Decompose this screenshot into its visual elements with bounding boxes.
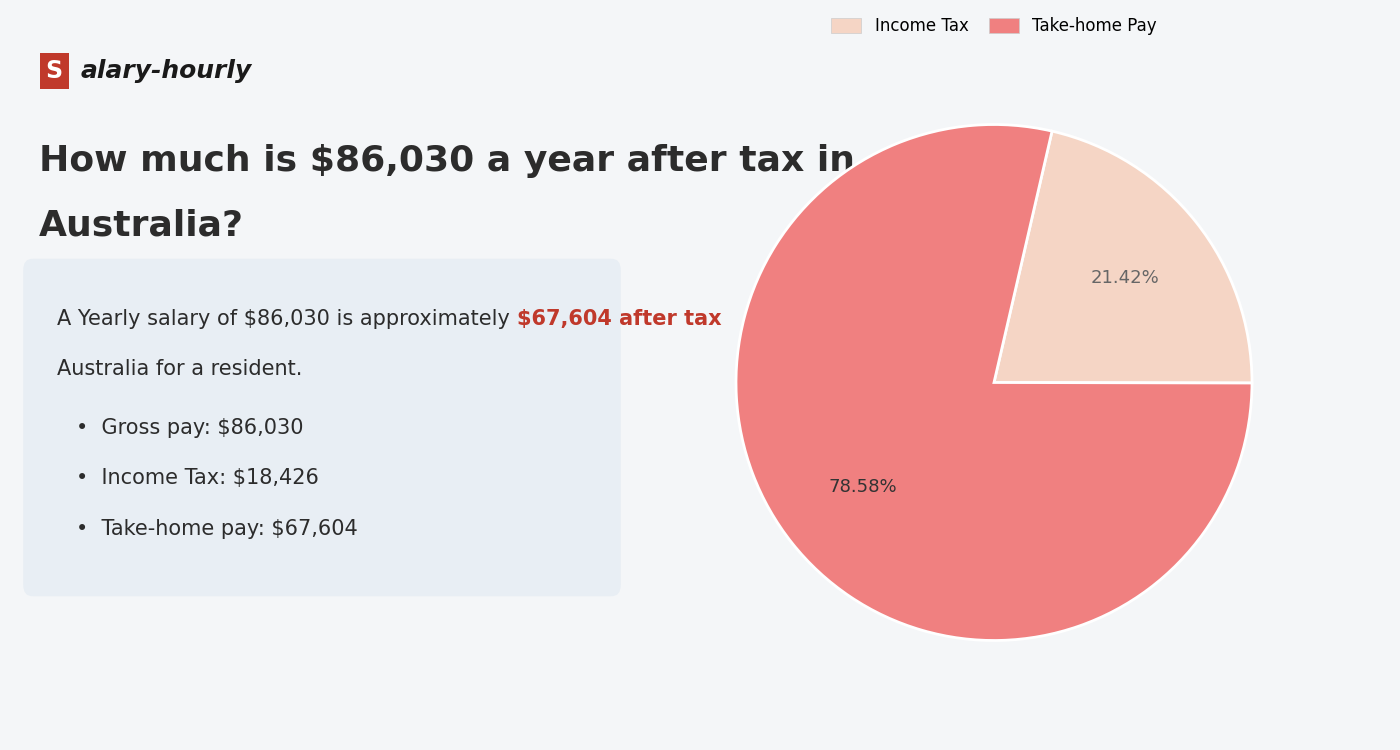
Text: How much is $86,030 a year after tax in: How much is $86,030 a year after tax in <box>39 144 854 178</box>
FancyBboxPatch shape <box>24 259 620 596</box>
Text: Australia?: Australia? <box>39 208 244 242</box>
Text: S: S <box>45 59 63 83</box>
Legend: Income Tax, Take-home Pay: Income Tax, Take-home Pay <box>825 10 1163 41</box>
Wedge shape <box>736 124 1252 640</box>
Text: Australia for a resident.: Australia for a resident. <box>57 359 302 379</box>
Text: •  Income Tax: $18,426: • Income Tax: $18,426 <box>76 468 318 488</box>
Text: $67,604 after tax: $67,604 after tax <box>517 309 721 328</box>
Text: alary-hourly: alary-hourly <box>81 59 252 83</box>
Text: 78.58%: 78.58% <box>829 478 897 496</box>
Text: •  Gross pay: $86,030: • Gross pay: $86,030 <box>76 418 304 437</box>
Text: 21.42%: 21.42% <box>1091 269 1159 287</box>
Text: in: in <box>925 309 952 328</box>
Text: •  Take-home pay: $67,604: • Take-home pay: $67,604 <box>76 519 357 538</box>
Wedge shape <box>994 131 1252 383</box>
Text: A Yearly salary of $86,030 is approximately: A Yearly salary of $86,030 is approximat… <box>57 309 517 328</box>
